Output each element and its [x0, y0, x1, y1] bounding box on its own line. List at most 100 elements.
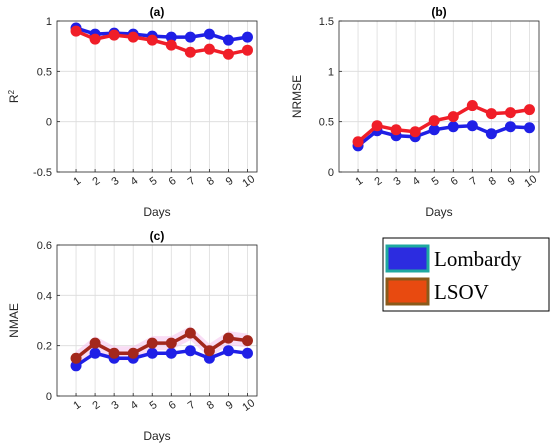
data-point	[222, 34, 234, 46]
x-tick-label: 1	[353, 175, 365, 188]
data-point	[523, 104, 535, 116]
data-point	[146, 347, 158, 359]
x-tick-label: 3	[391, 175, 403, 188]
axes-frame	[338, 20, 540, 173]
y-tick-label: 0.6	[37, 240, 52, 252]
x-axis-label: Days	[425, 205, 452, 219]
data-point	[241, 44, 253, 56]
y-tick-label: 0	[328, 167, 334, 179]
x-tick-label: 6	[449, 175, 461, 188]
y-tick-label: 0.4	[37, 290, 52, 302]
x-tick-label: 4	[129, 175, 141, 188]
data-point	[146, 34, 158, 46]
data-point	[504, 121, 516, 133]
x-tick-label: 10	[522, 173, 539, 190]
x-tick-label: 10	[240, 397, 257, 414]
y-tick-label: -0.5	[33, 167, 52, 179]
legend-label-lombardy: Lombardy	[434, 247, 522, 271]
x-axis-label: Days	[143, 205, 170, 219]
chart-panel-3: 0 0.2 0.4 0.6 1 2 3 4 5 6 7 8 9 10 (c) Days NMAE	[7, 229, 258, 443]
data-point	[241, 31, 253, 43]
x-tick-label: 3	[109, 175, 121, 188]
data-point	[127, 31, 139, 43]
data-point	[241, 347, 253, 359]
data-point	[165, 39, 177, 51]
axes-frame	[56, 20, 258, 173]
series-line-2	[75, 29, 248, 56]
data-point	[447, 111, 459, 123]
data-point	[409, 126, 421, 138]
data-point	[89, 347, 101, 359]
data-point	[222, 332, 234, 344]
data-point	[222, 345, 234, 357]
data-point	[466, 120, 478, 132]
data-point	[428, 115, 440, 127]
series-line-1	[75, 348, 248, 368]
x-tick-label: 4	[129, 399, 141, 412]
series-line-2	[356, 103, 530, 144]
data-point	[70, 352, 82, 364]
data-point	[203, 345, 215, 357]
data-point	[203, 28, 215, 40]
x-tick-label: 6	[167, 399, 179, 412]
data-point	[70, 25, 82, 37]
x-axis-label: Days	[143, 429, 170, 443]
y-axis-label: NRMSE	[290, 75, 304, 118]
data-point	[165, 31, 177, 43]
y-axis-label: NMAE	[7, 303, 21, 338]
y-axis-label: R2	[7, 89, 22, 103]
plot-area	[57, 21, 257, 172]
data-point	[466, 100, 478, 112]
x-tick-label: 4	[411, 175, 423, 188]
x-tick-label: 1	[71, 399, 83, 412]
chart-title: (a)	[150, 5, 165, 19]
y-tick-label: 1.5	[319, 16, 334, 28]
data-point	[241, 335, 253, 347]
x-tick-label: 3	[109, 399, 121, 412]
data-point	[352, 136, 364, 148]
data-point	[485, 108, 497, 120]
x-tick-label: 2	[372, 175, 384, 188]
x-tick-label: 9	[224, 175, 236, 188]
axes-frame	[56, 244, 258, 397]
series-line-2	[74, 331, 248, 360]
plot-area	[57, 245, 257, 396]
x-tick-label: 9	[224, 399, 236, 412]
x-tick-label: 5	[430, 175, 442, 188]
data-point	[485, 128, 497, 140]
chart-title: (b)	[431, 5, 446, 19]
data-point	[203, 43, 215, 55]
y-tick-label: 0.5	[37, 66, 52, 78]
data-point	[184, 46, 196, 58]
y-axis-label-superscript: 2	[7, 89, 16, 94]
data-point	[165, 337, 177, 349]
y-tick-label: 0	[46, 391, 52, 403]
chart-title: (c)	[150, 229, 165, 243]
x-tick-label: 1	[71, 175, 83, 188]
x-tick-label: 2	[90, 399, 102, 412]
legend: Lombardy LSOV	[382, 237, 550, 312]
data-point	[165, 347, 177, 359]
data-point	[523, 122, 535, 134]
x-tick-label: 7	[468, 175, 480, 188]
data-point	[203, 352, 215, 364]
data-point	[184, 345, 196, 357]
plot-area	[339, 21, 539, 172]
data-point	[222, 48, 234, 60]
y-tick-label: 0.5	[319, 117, 334, 129]
data-point	[428, 124, 440, 136]
x-tick-label: 8	[205, 175, 217, 188]
y-tick-label: 0	[46, 117, 52, 129]
data-point	[108, 347, 120, 359]
series-line-1	[75, 26, 248, 42]
x-tick-label: 7	[186, 399, 198, 412]
x-tick-label: 2	[90, 175, 102, 188]
legend-label-lsov: LSOV	[434, 280, 489, 304]
x-tick-label: 5	[148, 399, 160, 412]
series-line-1	[356, 123, 530, 148]
data-point	[70, 360, 82, 372]
data-point	[108, 29, 120, 41]
